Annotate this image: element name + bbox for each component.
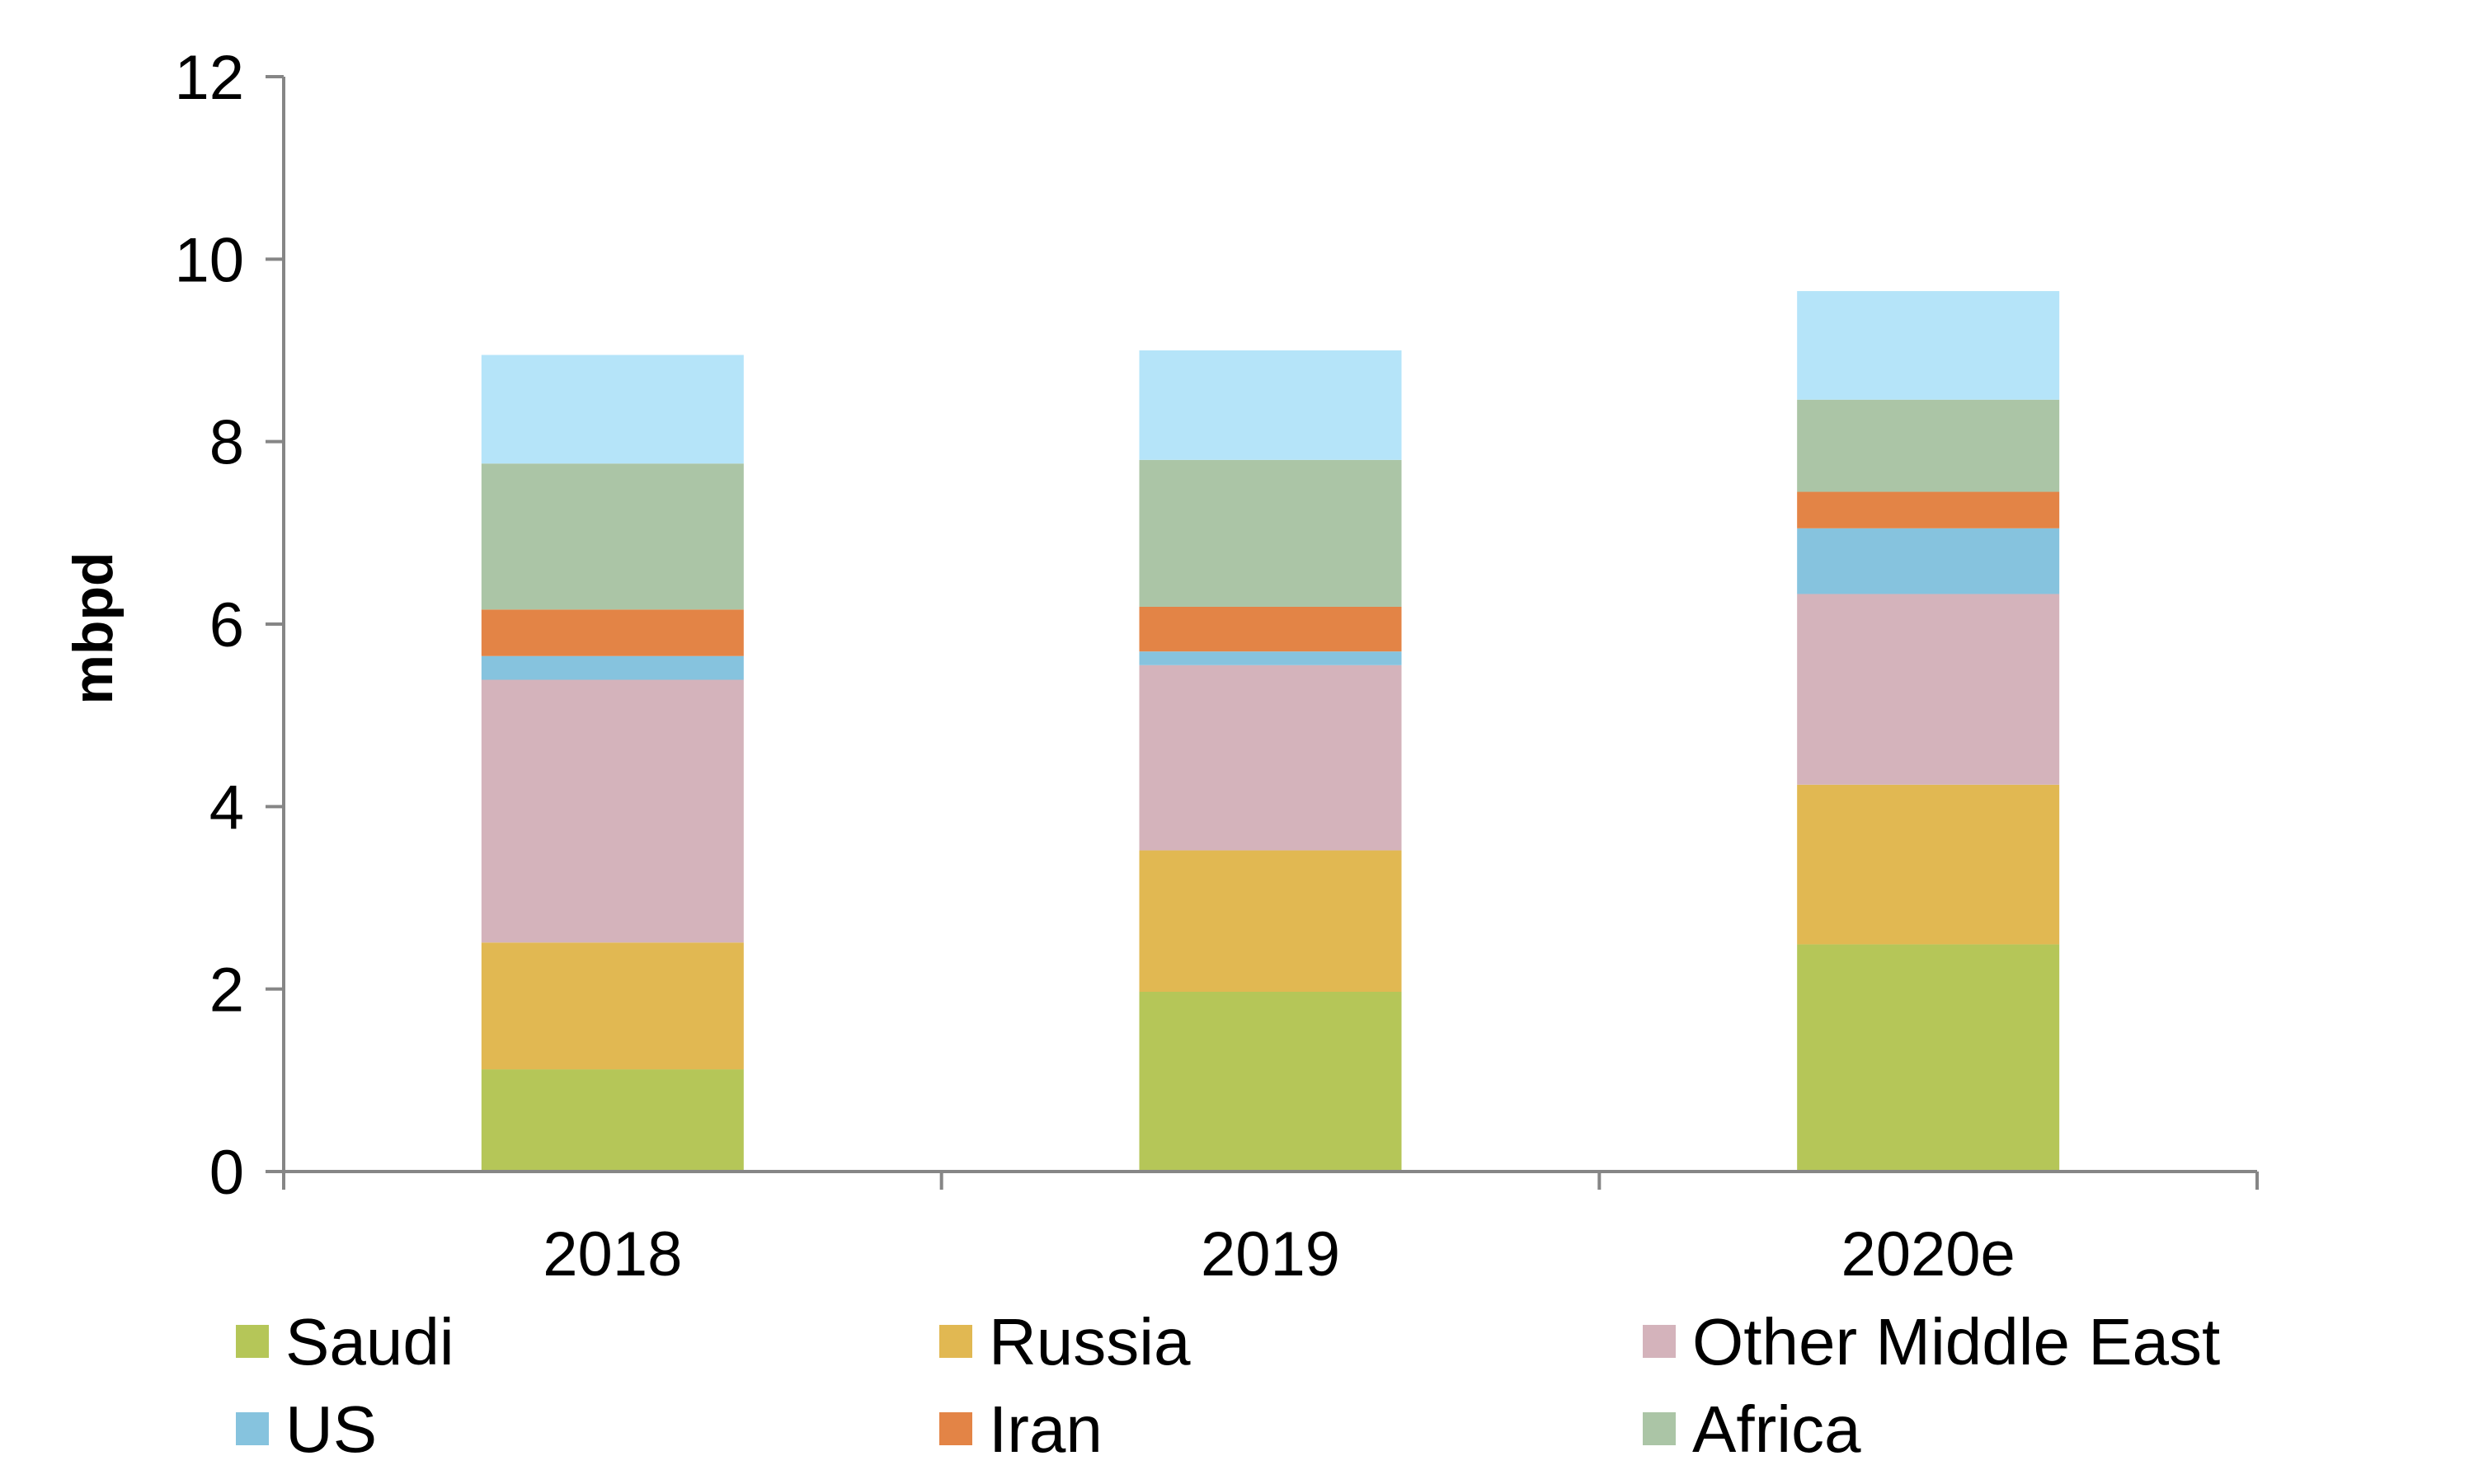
legend: Saudi Russia Other Middle East US Iran Africa <box>236 1305 2220 1466</box>
bar-segment-us-2019 <box>1139 651 1402 665</box>
legend-swatch <box>236 1412 269 1445</box>
bar-segment-africa-2018 <box>481 463 744 610</box>
legend-label: Africa <box>1692 1392 1861 1466</box>
bar-segment-other-middle-east-2019 <box>1139 665 1402 851</box>
bar-segment-series-7-2019 <box>1139 350 1402 460</box>
bar-segment-iran-2020e <box>1797 491 2060 528</box>
bar-segment-africa-2020e <box>1797 399 2060 492</box>
bar-segment-iran-2018 <box>481 609 744 656</box>
x-tick-label: 2019 <box>1201 1219 1340 1289</box>
legend-label: Russia <box>989 1305 1191 1378</box>
y-tick-label: 0 <box>209 1138 244 1208</box>
bar-segment-saudi-2018 <box>481 1069 744 1172</box>
legend-swatch <box>236 1325 269 1358</box>
bar-segment-saudi-2019 <box>1139 991 1402 1172</box>
y-tick-label: 12 <box>174 43 244 113</box>
legend-label: Saudi <box>285 1305 454 1378</box>
bar-segment-iran-2019 <box>1139 606 1402 652</box>
y-tick-label: 4 <box>209 773 244 843</box>
legend-label: US <box>285 1392 377 1466</box>
x-tick-label: 2018 <box>543 1219 682 1289</box>
axes-layer: 2018 2019 2020e 0 2 4 6 8 10 12 <box>174 43 2259 1289</box>
y-axis-label: mbpd <box>62 552 125 704</box>
bar-segment-us-2018 <box>481 655 744 680</box>
bar-segment-other-middle-east-2018 <box>481 679 744 943</box>
bar-segment-saudi-2020e <box>1797 944 2060 1172</box>
bar-segment-russia-2018 <box>481 942 744 1070</box>
y-tick-label: 10 <box>174 225 244 295</box>
bar-segment-other-middle-east-2020e <box>1797 594 2060 785</box>
legend-swatch <box>939 1325 972 1358</box>
y-tick-label: 2 <box>209 956 244 1026</box>
bar-segment-us-2020e <box>1797 528 2060 594</box>
x-tick-label: 2020e <box>1841 1219 2015 1289</box>
bars-layer <box>481 291 2060 1172</box>
y-tick-label: 6 <box>209 590 244 660</box>
legend-swatch <box>1643 1412 1676 1445</box>
legend-label: Other Middle East <box>1692 1305 2220 1378</box>
bar-segment-russia-2019 <box>1139 850 1402 992</box>
legend-swatch <box>1643 1325 1676 1358</box>
legend-label: Iran <box>989 1392 1103 1466</box>
y-tick-label: 8 <box>209 408 244 478</box>
bar-segment-russia-2020e <box>1797 784 2060 945</box>
legend-swatch <box>939 1412 972 1445</box>
bar-segment-series-7-2018 <box>481 355 744 464</box>
bar-segment-africa-2019 <box>1139 459 1402 607</box>
bar-segment-series-7-2020e <box>1797 291 2060 400</box>
